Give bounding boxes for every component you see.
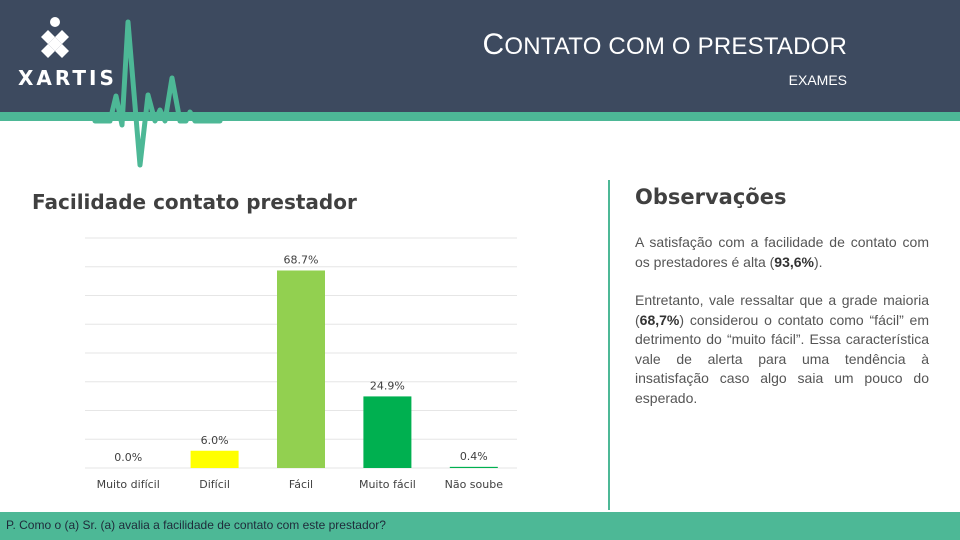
obs2-text-after: ) considerou o contato como “fácil” em d… — [635, 311, 929, 406]
obs1-text-after: ). — [814, 253, 823, 270]
heartbeat-line-icon — [92, 19, 223, 168]
category-label-0: Muito difícil — [97, 478, 160, 491]
bar-2 — [277, 270, 325, 468]
obs1-highlight: 93,6% — [774, 253, 814, 270]
data-label-1: 6.0% — [201, 434, 229, 447]
vertical-divider — [608, 180, 610, 510]
header-accent-stripe — [0, 112, 960, 121]
observation-paragraph-1: A satisfação com a facilidade de contato… — [635, 233, 929, 272]
footer-bar: P. Como o (a) Sr. (a) avalia a facilidad… — [0, 512, 960, 540]
page-title-initial: C — [482, 28, 505, 61]
page-title-rest: ONTATO COM O PRESTADOR — [504, 33, 847, 60]
category-label-3: Muito fácil — [359, 478, 416, 491]
data-label-0: 0.0% — [114, 451, 142, 464]
obs1-text-before: A satisfação com a facilidade de contato… — [635, 234, 929, 270]
logo-text: XARTIS — [18, 66, 117, 90]
data-label-3: 24.9% — [370, 379, 405, 392]
data-label-4: 0.4% — [460, 450, 488, 463]
bar-1 — [190, 450, 239, 468]
page-subtitle: EXAMES — [788, 72, 847, 88]
observation-paragraph-2: Entretanto, vale ressaltar que a grade m… — [635, 291, 929, 408]
bar-4 — [449, 466, 498, 468]
data-label-2: 68.7% — [284, 253, 319, 266]
obs2-text-before: Entretanto, vale ressaltar que a grade m… — [635, 292, 929, 328]
bar-3 — [363, 396, 412, 468]
bar-chart: 0.0% Muito difícil 6.0% Difícil 68.7% Fácil 24… — [85, 237, 517, 491]
chart-title: Facilidade contato prestador — [32, 190, 357, 214]
category-label-2: Fácil — [289, 478, 313, 491]
header-bar — [0, 0, 960, 112]
category-label-1: Difícil — [199, 478, 230, 491]
observations-title: Observações — [635, 185, 787, 209]
survey-question: P. Como o (a) Sr. (a) avalia a facilidad… — [6, 518, 386, 532]
category-label-4: Não soube — [445, 478, 504, 491]
obs2-highlight: 68,7% — [639, 311, 680, 328]
xartis-logo-icon — [41, 17, 69, 58]
page-title: CONTATO COM O PRESTADOR — [482, 28, 847, 62]
